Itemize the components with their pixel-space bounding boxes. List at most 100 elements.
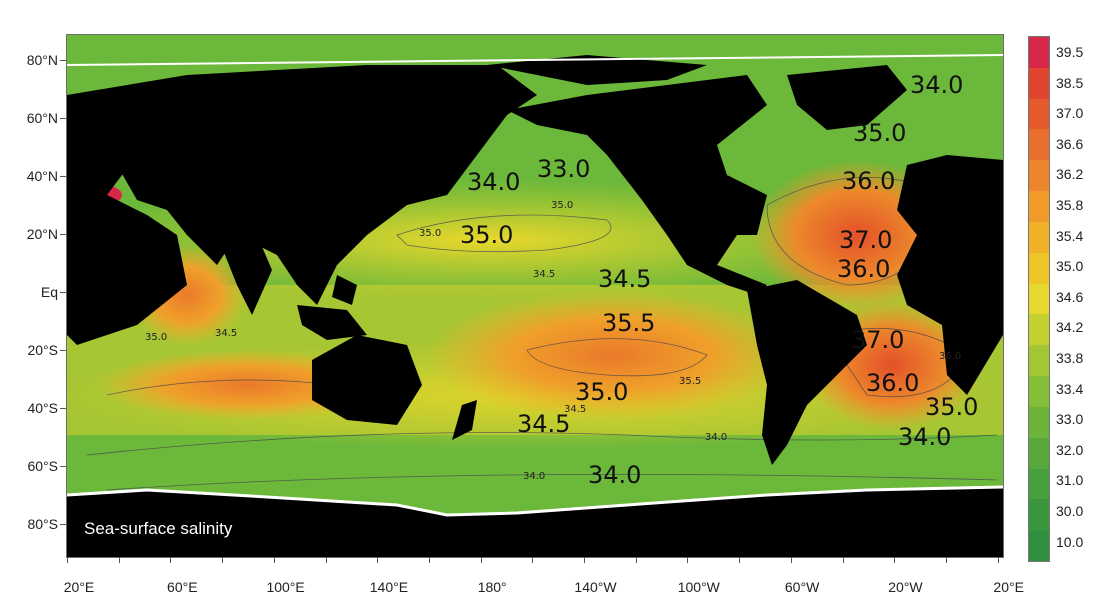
contour-label: 36.0 (866, 369, 920, 397)
longitude-tick-label: 20°W (888, 579, 923, 595)
contour-label: 34.5 (517, 410, 571, 438)
longitude-tick-label: 140°W (574, 579, 617, 595)
salinity-colorbar (1028, 36, 1050, 562)
colorbar-label: 34.6 (1056, 288, 1084, 305)
latitude-tick (60, 234, 66, 235)
contour-label: 37.0 (851, 326, 905, 354)
ice-edge-north (67, 54, 1003, 66)
land-masses (67, 55, 1003, 557)
colorbar-label: 35.4 (1056, 227, 1084, 244)
colorbar-label: 37.0 (1056, 105, 1084, 122)
colorbar-label: 31.0 (1056, 472, 1084, 489)
colorbar-segment (1029, 314, 1049, 346)
longitude-tick (997, 557, 999, 563)
colorbar-segment (1029, 37, 1049, 69)
indonesia-land (297, 305, 367, 340)
longitude-tick (945, 557, 947, 563)
colorbar-segment (1029, 98, 1049, 130)
antarctica-land (67, 487, 1003, 557)
colorbar-label: 35.8 (1056, 197, 1084, 213)
longitude-tick (739, 557, 741, 563)
longitude-tick (170, 557, 172, 563)
latitude-tick-label: Eq (40, 284, 58, 300)
colorbar-segment (1029, 129, 1049, 161)
eurasia-land (67, 65, 537, 305)
latitude-tick (60, 60, 66, 61)
colorbar-segment (1029, 406, 1049, 439)
latitude-tick (60, 524, 66, 525)
map-canvas (67, 35, 1003, 557)
longitude-tick-label: 60°E (167, 579, 198, 595)
india-land (217, 235, 272, 315)
contour-label-small: 36.0 (939, 351, 962, 362)
latitude-tick-label: 80°N (26, 52, 58, 68)
colorbar-label: 30.0 (1056, 503, 1084, 519)
latitude-tick (60, 176, 66, 177)
colorbar-segment (1029, 468, 1049, 500)
longitude-tick (532, 557, 534, 563)
latitude-tick-label: 40°S (27, 400, 58, 416)
contour-label: 36.0 (842, 167, 896, 195)
africa-west-land (67, 90, 187, 345)
colorbar-label: 36.2 (1056, 166, 1084, 183)
longitude-tick-label: 180° (477, 579, 507, 595)
colorbar-segment (1029, 376, 1049, 408)
contour-label: 35.5 (602, 309, 656, 337)
colorbar-segment (1029, 221, 1049, 254)
longitude-tick-label: 20°E (63, 579, 95, 595)
latitude-tick-label: 60°S (27, 458, 58, 474)
colorbar-label: 33.4 (1056, 380, 1084, 397)
contour-label: 35.0 (575, 378, 629, 406)
longitude-tick-label: 60°W (784, 579, 820, 595)
colorbar-segment (1029, 499, 1049, 531)
north-america-land (507, 75, 767, 295)
colorbar-segment (1029, 345, 1049, 377)
contour-label: 37.0 (839, 226, 893, 254)
longitude-tick (273, 557, 275, 563)
colorbar-segment (1029, 252, 1049, 285)
contour-label-small: 35.0 (419, 228, 442, 239)
longitude-tick (635, 557, 637, 563)
contour-label: 36.0 (837, 255, 891, 283)
new-zealand-land (452, 400, 477, 440)
colorbar-label: 35.0 (1056, 258, 1084, 275)
contour-label: 34.0 (898, 423, 952, 451)
longitude-tick-label: 100°W (677, 579, 720, 595)
colorbar-label: 38.5 (1056, 74, 1084, 91)
colorbar-segment (1029, 530, 1049, 562)
colorbar-segment (1029, 437, 1049, 470)
latitude-tick-label: 40°N (26, 168, 58, 184)
latitude-tick (60, 466, 66, 467)
colorbar-segment (1029, 283, 1049, 315)
longitude-tick (325, 557, 327, 563)
contour-label: 34.5 (598, 265, 652, 293)
longitude-tick (790, 557, 792, 563)
longitude-tick-label: 20°E (993, 579, 1024, 595)
latitude-tick-label: 20°N (26, 226, 58, 242)
contour-label-small: 35.5 (679, 376, 702, 387)
longitude-tick (584, 557, 585, 563)
contour-label-small: 34.5 (215, 328, 238, 339)
colorbar-label: 34.2 (1056, 319, 1084, 336)
colorbar-label: 39.5 (1056, 44, 1084, 60)
longitude-tick (428, 557, 430, 563)
contour-label-small: 34.5 (564, 404, 587, 415)
map-panel: 34.0 33.0 34.0 35.0 35.0 36.0 37.0 36.0 … (66, 34, 1004, 558)
longitude-tick-label: 140°E (369, 579, 409, 595)
south-america-land (747, 280, 867, 465)
longitude-tick (687, 557, 689, 563)
latitude-tick-label: 60°N (26, 110, 58, 126)
latitude-tick-label: 20°S (27, 342, 58, 358)
contour-label-small: 34.0 (705, 432, 728, 443)
contour-label-small: 35.0 (145, 332, 168, 343)
colorbar-label: 32.0 (1056, 441, 1084, 458)
south-pacific-high (427, 290, 797, 420)
ice-edge-south (67, 485, 1003, 517)
colorbar-segment (1029, 191, 1049, 223)
longitude-tick (894, 557, 896, 563)
colorbar-label: 36.6 (1056, 135, 1084, 152)
longitude-tick (377, 557, 379, 563)
colorbar-label: 10.0 (1056, 533, 1084, 550)
contour-label: 34.0 (588, 461, 642, 489)
